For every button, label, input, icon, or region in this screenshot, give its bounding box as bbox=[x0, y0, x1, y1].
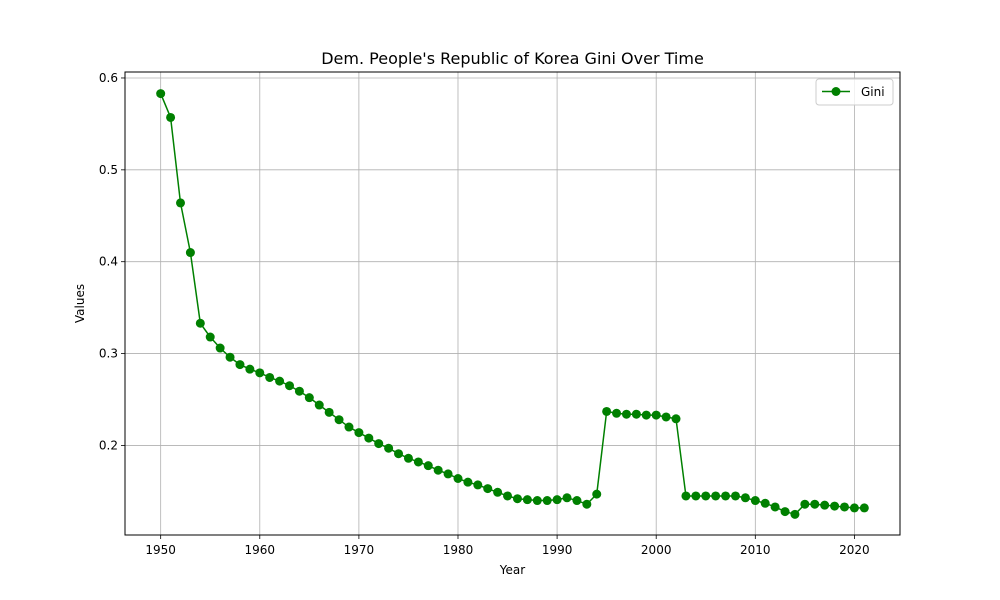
data-point bbox=[384, 443, 394, 453]
data-point bbox=[542, 496, 552, 506]
legend-marker-gini bbox=[831, 87, 841, 96]
data-point bbox=[503, 491, 513, 501]
data-point bbox=[840, 502, 850, 512]
y-tick-label: 0.6 bbox=[99, 71, 118, 85]
data-point bbox=[275, 376, 285, 386]
data-point bbox=[324, 407, 334, 417]
axis-ticks: 1950 1960 1970 1980 1990 2000 2010 2020 0.2 0.3 0.… bbox=[99, 71, 870, 557]
data-point bbox=[512, 494, 522, 504]
data-point bbox=[572, 496, 582, 506]
data-point bbox=[443, 469, 453, 479]
x-tick-label: 1980 bbox=[443, 543, 474, 557]
data-point bbox=[770, 502, 780, 512]
data-point bbox=[215, 343, 225, 353]
y-tick-label: 0.5 bbox=[99, 163, 118, 177]
data-point bbox=[364, 433, 374, 443]
data-point bbox=[661, 412, 671, 422]
data-point bbox=[612, 408, 622, 418]
data-point bbox=[285, 381, 295, 391]
data-point bbox=[532, 496, 542, 506]
data-point bbox=[265, 372, 275, 382]
grid bbox=[125, 72, 900, 535]
data-point bbox=[294, 386, 304, 396]
data-point bbox=[681, 491, 691, 501]
legend: Gini bbox=[815, 78, 894, 106]
data-point bbox=[394, 449, 404, 459]
x-tick-label: 1950 bbox=[145, 543, 176, 557]
data-point bbox=[225, 352, 235, 362]
x-tick-label: 1960 bbox=[245, 543, 276, 557]
data-point bbox=[403, 453, 413, 463]
data-point bbox=[562, 493, 572, 503]
data-point bbox=[721, 491, 731, 501]
data-point bbox=[820, 500, 830, 510]
data-point bbox=[730, 491, 740, 501]
data-point bbox=[552, 495, 562, 505]
data-point bbox=[740, 493, 750, 503]
data-point bbox=[334, 415, 344, 425]
data-point bbox=[790, 509, 800, 519]
data-point bbox=[156, 89, 166, 99]
data-point bbox=[621, 409, 631, 419]
data-point bbox=[255, 368, 265, 378]
data-point bbox=[602, 406, 612, 416]
data-point bbox=[582, 499, 592, 509]
data-point bbox=[175, 198, 185, 208]
x-tick-label: 2010 bbox=[740, 543, 771, 557]
series-layer bbox=[156, 89, 869, 519]
x-tick-label: 2020 bbox=[839, 543, 870, 557]
data-point bbox=[830, 501, 840, 511]
data-point bbox=[423, 461, 433, 471]
data-point bbox=[651, 410, 661, 420]
data-point bbox=[205, 332, 215, 342]
data-point bbox=[185, 248, 195, 258]
data-point bbox=[374, 439, 384, 449]
data-point bbox=[701, 491, 711, 501]
data-point bbox=[849, 503, 859, 513]
data-point bbox=[631, 409, 641, 419]
data-point bbox=[245, 364, 255, 374]
data-point bbox=[166, 112, 176, 122]
data-point bbox=[433, 465, 443, 475]
data-point bbox=[859, 503, 869, 513]
data-point bbox=[354, 428, 364, 438]
data-point bbox=[195, 318, 205, 328]
data-point bbox=[711, 491, 721, 501]
data-point bbox=[483, 484, 493, 494]
data-point bbox=[750, 496, 760, 506]
data-point bbox=[522, 495, 532, 505]
legend-box bbox=[815, 78, 894, 106]
data-point bbox=[463, 477, 473, 487]
x-tick-label: 2000 bbox=[641, 543, 672, 557]
data-point bbox=[344, 422, 354, 432]
x-tick-label: 1990 bbox=[542, 543, 573, 557]
plot-area-frame bbox=[124, 71, 901, 536]
data-point bbox=[453, 474, 463, 484]
data-point bbox=[235, 360, 245, 370]
data-point bbox=[691, 491, 701, 501]
data-point bbox=[780, 507, 790, 517]
data-point bbox=[314, 400, 324, 410]
data-point bbox=[493, 487, 503, 497]
data-point bbox=[671, 414, 681, 424]
data-point bbox=[800, 499, 810, 509]
chart-title: Dem. People's Republic of Korea Gini Ove… bbox=[321, 49, 704, 68]
data-point bbox=[592, 489, 602, 499]
x-axis-label: Year bbox=[499, 563, 525, 577]
y-tick-label: 0.2 bbox=[99, 438, 118, 452]
data-point bbox=[473, 480, 483, 490]
data-point bbox=[413, 457, 423, 467]
y-tick-label: 0.4 bbox=[99, 255, 118, 269]
y-tick-label: 0.3 bbox=[99, 347, 118, 361]
data-point bbox=[641, 410, 651, 420]
data-point bbox=[304, 393, 314, 403]
data-point bbox=[810, 499, 820, 509]
y-axis-label: Values bbox=[73, 284, 87, 323]
legend-label-gini: Gini bbox=[861, 85, 885, 99]
x-tick-label: 1970 bbox=[344, 543, 375, 557]
data-point bbox=[760, 498, 770, 508]
